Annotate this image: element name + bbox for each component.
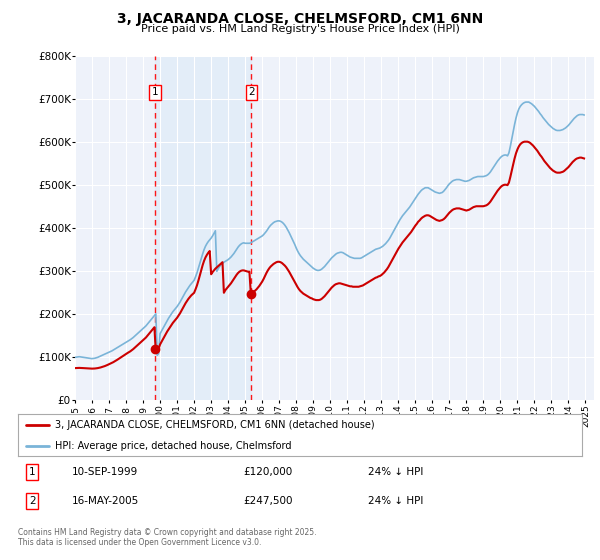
Text: Price paid vs. HM Land Registry's House Price Index (HPI): Price paid vs. HM Land Registry's House … (140, 24, 460, 34)
Text: £120,000: £120,000 (244, 467, 293, 477)
Text: 24% ↓ HPI: 24% ↓ HPI (368, 467, 423, 477)
Text: 3, JACARANDA CLOSE, CHELMSFORD, CM1 6NN (detached house): 3, JACARANDA CLOSE, CHELMSFORD, CM1 6NN … (55, 420, 374, 430)
Text: Contains HM Land Registry data © Crown copyright and database right 2025.
This d: Contains HM Land Registry data © Crown c… (18, 528, 317, 547)
Text: 2: 2 (29, 496, 35, 506)
Text: 24% ↓ HPI: 24% ↓ HPI (368, 496, 423, 506)
Text: 3, JACARANDA CLOSE, CHELMSFORD, CM1 6NN: 3, JACARANDA CLOSE, CHELMSFORD, CM1 6NN (117, 12, 483, 26)
Text: 1: 1 (29, 467, 35, 477)
Bar (155, 56, 251, 400)
Text: 16-MAY-2005: 16-MAY-2005 (71, 496, 139, 506)
Text: 10-SEP-1999: 10-SEP-1999 (71, 467, 138, 477)
Text: 1: 1 (152, 87, 158, 97)
Text: £247,500: £247,500 (244, 496, 293, 506)
Text: 2: 2 (248, 87, 255, 97)
Text: HPI: Average price, detached house, Chelmsford: HPI: Average price, detached house, Chel… (55, 441, 291, 451)
